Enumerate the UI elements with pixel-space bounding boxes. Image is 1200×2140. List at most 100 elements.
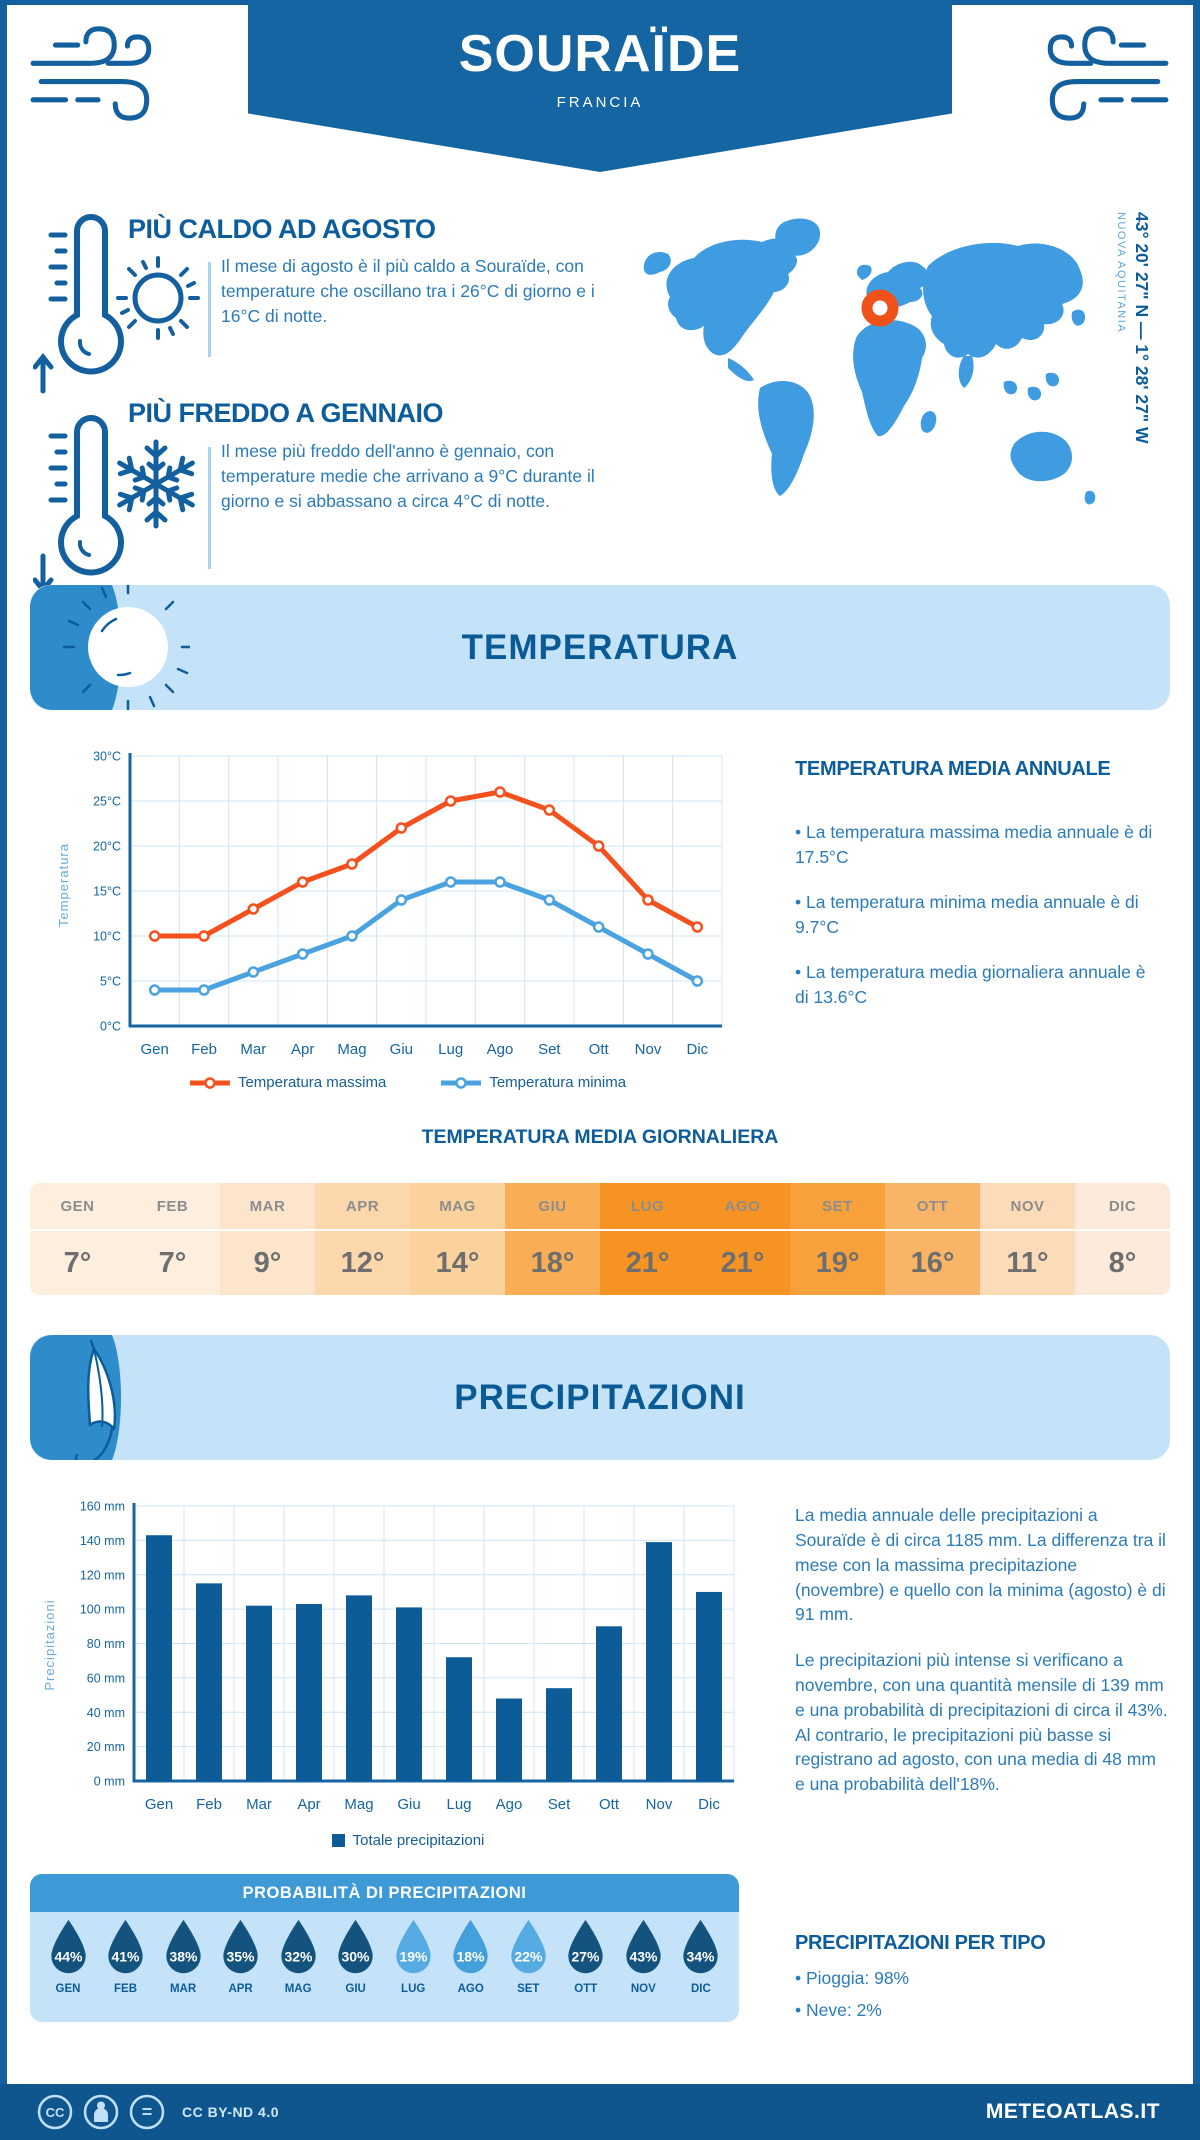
table-divider	[885, 1229, 980, 1231]
table-month-label: GEN	[60, 1197, 95, 1215]
svg-text:Ago: Ago	[496, 1796, 523, 1813]
svg-text:Lug: Lug	[438, 1041, 463, 1058]
svg-text:15°C: 15°C	[93, 885, 121, 899]
hot-text-rule	[208, 262, 211, 357]
svg-text:Set: Set	[538, 1041, 561, 1058]
svg-text:0 mm: 0 mm	[94, 1775, 125, 1789]
table-month-label: OTT	[916, 1197, 949, 1215]
hot-section-text: Il mese di agosto è il più caldo a Soura…	[221, 256, 595, 326]
svg-text:27%: 27%	[572, 1948, 601, 1964]
droplet-icon: 44%	[50, 1919, 86, 1974]
attribution-icon	[83, 2094, 119, 2130]
svg-text:30%: 30%	[342, 1948, 371, 1964]
droplet-month-label: APR	[228, 1983, 253, 1995]
table-month-label: APR	[345, 1197, 380, 1215]
svg-text:Dic: Dic	[686, 1041, 708, 1058]
droplet-month-label: OTT	[574, 1983, 598, 1995]
svg-text:5°C: 5°C	[100, 975, 121, 989]
svg-text:=: =	[142, 2102, 153, 2122]
droplet-icon: 38%	[165, 1919, 201, 1974]
brand-logo: METEOATLAS.IT	[985, 2100, 1160, 2123]
table-month-column: FEB 7°	[125, 1183, 220, 1295]
region-text: NUOVA AQUITANIA	[1115, 212, 1127, 334]
table-month-value: 9°	[253, 1246, 282, 1279]
world-map	[643, 218, 1096, 505]
svg-text:Feb: Feb	[196, 1796, 222, 1813]
droplet-icon: 19%	[396, 1919, 431, 1974]
table-divider	[505, 1229, 600, 1231]
thermometer-cold-icon	[33, 415, 124, 595]
probability-droplet: 19% LUG	[387, 1918, 439, 1995]
droplet-month-label: LUG	[401, 1983, 426, 1995]
table-divider	[315, 1229, 410, 1231]
droplet-month-label: SET	[517, 1983, 540, 1995]
table-month-label: NOV	[1010, 1197, 1045, 1215]
svg-text:60 mm: 60 mm	[87, 1671, 125, 1685]
svg-text:30°C: 30°C	[93, 750, 121, 764]
temperature-banner: TEMPERATURA	[30, 585, 1170, 710]
probability-droplet: 27% OTT	[560, 1918, 612, 1995]
svg-text:40 mm: 40 mm	[87, 1706, 125, 1720]
svg-text:Ott: Ott	[589, 1041, 610, 1058]
svg-text:43%: 43%	[629, 1948, 658, 1964]
droplet-icon: 34%	[683, 1919, 719, 1974]
probability-droplet: 34% DIC	[675, 1918, 727, 1995]
umbrella-banner-icon	[30, 1335, 121, 1460]
svg-text:20 mm: 20 mm	[87, 1740, 125, 1754]
precipitation-chart-ylabel: Precipitazioni	[42, 1599, 57, 1691]
droplet-month-label: AGO	[457, 1983, 484, 1995]
table-divider	[1075, 1229, 1170, 1231]
table-divider	[30, 1229, 125, 1231]
svg-text:Set: Set	[548, 1796, 571, 1813]
page-subtitle: FRANCIA	[556, 94, 644, 111]
table-divider	[220, 1229, 315, 1231]
svg-text:22%: 22%	[514, 1948, 543, 1964]
coordinates-text: 43° 20' 27" N — 1° 28' 27" W	[1132, 212, 1152, 444]
probability-droplet: 41% FEB	[100, 1918, 152, 1995]
hot-section-title: PIÙ CALDO AD AGOSTO	[128, 214, 436, 244]
table-month-label: AGO	[724, 1197, 761, 1215]
table-month-value: 8°	[1108, 1246, 1137, 1279]
probability-droplet: 43% NOV	[617, 1918, 669, 1995]
svg-text:Apr: Apr	[291, 1041, 314, 1058]
probability-droplet: 35% APR	[215, 1918, 267, 1995]
annual-temperature-title: TEMPERATURA MEDIA ANNUALE	[795, 758, 1111, 780]
wind-icon	[1047, 26, 1169, 121]
svg-text:18%: 18%	[457, 1948, 486, 1964]
sun-icon	[116, 256, 200, 340]
svg-text:41%: 41%	[112, 1948, 141, 1964]
droplet-icon: 22%	[511, 1919, 546, 1974]
svg-text:0°C: 0°C	[100, 1020, 121, 1034]
legend-item: Totale precipitazioni	[331, 1832, 484, 1849]
svg-text:44%: 44%	[54, 1948, 83, 1964]
temperature-line-chart: 0°C 5°C 10°C 15°C 20°C 25°C 30°C Gen Feb Mar Apr Ma…	[93, 750, 723, 1058]
daily-table-title: TEMPERATURA MEDIA GIORNALIERA	[421, 1126, 779, 1148]
svg-text:Lug: Lug	[446, 1796, 471, 1813]
table-month-column: DIC 8°	[1075, 1183, 1170, 1295]
probability-panel-title: PROBABILITÀ DI PRECIPITAZIONI	[30, 1874, 739, 1912]
probability-droplet: 44% GEN	[42, 1918, 94, 1995]
svg-text:140 mm: 140 mm	[80, 1534, 125, 1548]
location-marker	[861, 289, 899, 327]
no-derivatives-icon: =	[129, 2094, 165, 2130]
svg-text:25°C: 25°C	[93, 795, 121, 809]
precipitation-banner-title: PRECIPITAZIONI	[454, 1378, 746, 1417]
table-month-label: DIC	[1108, 1197, 1137, 1215]
droplet-icon: 32%	[280, 1919, 316, 1974]
svg-text:Nov: Nov	[646, 1796, 673, 1813]
droplet-icon: 27%	[568, 1919, 603, 1974]
coordinates-block: 43° 20' 27" N — 1° 28' 27" W NUOVA AQUIT…	[1115, 212, 1152, 592]
table-month-value: 7°	[63, 1246, 92, 1279]
table-month-column: GEN 7°	[30, 1183, 125, 1295]
svg-text:19%: 19%	[399, 1948, 428, 1964]
droplet-month-label: DIC	[690, 1983, 711, 1995]
svg-text:32%: 32%	[284, 1948, 313, 1964]
svg-text:Gen: Gen	[145, 1796, 173, 1813]
annual-min-bullet: • La temperatura minima media annuale è …	[795, 892, 1139, 937]
droplet-icon: 18%	[453, 1919, 488, 1974]
table-month-column: MAG 14°	[410, 1183, 505, 1295]
svg-text:Ago: Ago	[487, 1041, 514, 1058]
table-month-value: 12°	[340, 1246, 385, 1279]
droplet-icon: 30%	[338, 1919, 373, 1974]
